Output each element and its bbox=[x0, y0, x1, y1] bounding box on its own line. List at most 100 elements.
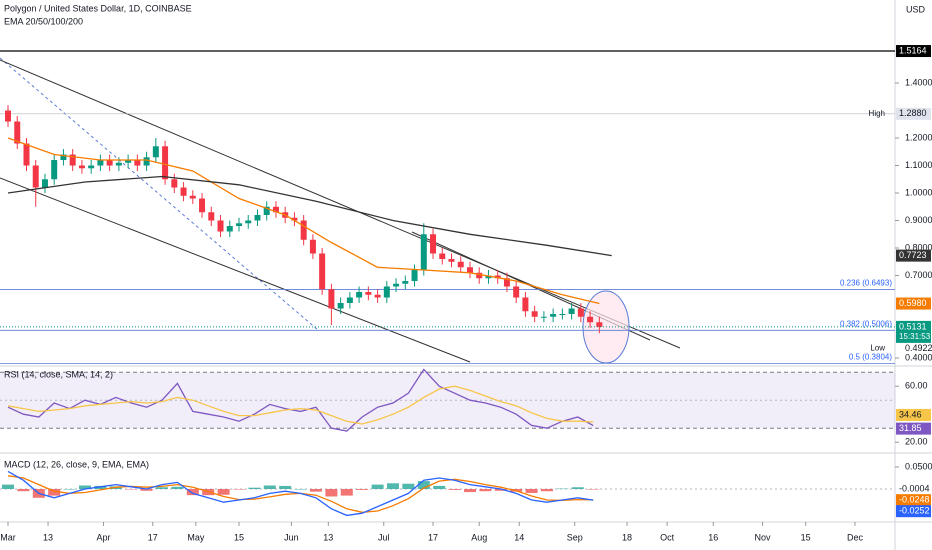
candle-body bbox=[503, 278, 510, 287]
macd-histogram-bar bbox=[417, 481, 430, 490]
level-tag: High bbox=[869, 109, 885, 118]
candle-body bbox=[365, 292, 372, 295]
candle-body bbox=[383, 286, 390, 298]
macd-histogram-bar bbox=[463, 489, 476, 493]
macd-histogram-bar bbox=[94, 485, 107, 490]
macd-histogram-bar bbox=[448, 489, 461, 490]
fib-trend-line bbox=[0, 57, 319, 331]
y-tick-label: 1.0000 bbox=[905, 187, 932, 197]
rsi-value-bg bbox=[896, 422, 931, 435]
rsi-line bbox=[7, 385, 594, 425]
candle-body bbox=[41, 179, 48, 188]
y-tick-label: 0.0500 bbox=[905, 461, 932, 471]
candle-body bbox=[346, 297, 353, 303]
y-tick-label: 60.00 bbox=[905, 381, 928, 391]
x-tick-label: 13 bbox=[323, 532, 333, 542]
countdown: 15:31:53 bbox=[899, 332, 931, 341]
candle-body bbox=[476, 272, 483, 279]
candle-body bbox=[411, 270, 418, 282]
candle-body bbox=[596, 322, 603, 327]
macd-hist-value-bg bbox=[896, 483, 931, 496]
x-tick-label: 15 bbox=[801, 532, 811, 542]
candle-body bbox=[143, 157, 150, 166]
fib-label: 0.382 (0.5006) bbox=[840, 319, 892, 328]
macd-hist-value: -0.0004 bbox=[899, 484, 930, 494]
fib-label: 0.5 (0.3804) bbox=[849, 352, 892, 361]
level-tag: Low bbox=[870, 344, 885, 353]
macd-title: MACD (12, 26, close, 9, EMA, EMA) bbox=[4, 459, 149, 469]
macd-histogram-bar bbox=[248, 487, 261, 490]
level-value: 1.2880 bbox=[899, 108, 927, 118]
ema-value: 0.7723 bbox=[899, 250, 927, 260]
candle-body bbox=[125, 160, 132, 163]
rsi-line bbox=[7, 368, 594, 432]
x-tick-label: Dec bbox=[847, 532, 864, 542]
x-tick-label: 18 bbox=[622, 532, 632, 542]
x-tick-label: Jun bbox=[284, 532, 299, 542]
indicator-label: EMA 20/50/100/200 bbox=[4, 16, 83, 26]
candle-body bbox=[134, 160, 141, 166]
candle-body bbox=[494, 275, 501, 279]
candle-body bbox=[430, 234, 437, 254]
candle-body bbox=[245, 220, 252, 224]
macd-histogram-bar bbox=[356, 489, 369, 490]
candle-body bbox=[291, 217, 298, 221]
x-tick-label: 13 bbox=[43, 532, 53, 542]
candle-body bbox=[328, 289, 335, 309]
macd-histogram-bar bbox=[340, 489, 353, 496]
plot: Mar 13 Apr 17 May 15 Jun 13 Jul 17 Aug 14 Sep 18 Oct 16… bbox=[0, 45, 932, 542]
candle-body bbox=[448, 259, 455, 262]
candle-body bbox=[106, 160, 113, 166]
level-value: 0.4922 bbox=[905, 343, 932, 353]
currency: USD bbox=[906, 4, 926, 14]
macd-histogram-bar bbox=[525, 489, 538, 493]
y-tick-label: 20.00 bbox=[905, 437, 928, 447]
macd-histogram-bar bbox=[17, 489, 30, 492]
macd-histogram-bar bbox=[433, 485, 446, 490]
y-tick-label: 0.8000 bbox=[905, 242, 932, 252]
chart-title: Polygon / United States Dollar, 1D, COIN… bbox=[4, 3, 192, 13]
macd-histogram-bar bbox=[386, 483, 399, 490]
macd-value: -0.0252 bbox=[899, 506, 930, 516]
macd-line bbox=[7, 470, 594, 517]
x-tick-label: Oct bbox=[660, 532, 675, 542]
x-tick-label: Jul bbox=[378, 532, 390, 542]
macd-histogram-bar bbox=[479, 489, 492, 492]
macd-histogram-bar bbox=[540, 489, 553, 492]
candle-body bbox=[152, 146, 159, 158]
macd-value-bg bbox=[896, 505, 931, 518]
macd-histogram-bar bbox=[325, 489, 338, 497]
macd-histogram-bar bbox=[263, 485, 276, 490]
x-tick-label: May bbox=[187, 532, 205, 542]
macd-histogram-bar bbox=[217, 489, 230, 495]
x-tick-label: 15 bbox=[234, 532, 244, 542]
y-tick-label: 1.1000 bbox=[905, 160, 932, 170]
candle-body bbox=[374, 294, 381, 298]
candle-body bbox=[23, 143, 30, 166]
candle-body bbox=[319, 253, 326, 290]
candle-body bbox=[522, 297, 529, 312]
x-tick-label: 17 bbox=[428, 532, 438, 542]
candle-body bbox=[587, 316, 594, 323]
macd-value-bg bbox=[896, 494, 931, 507]
macd-histogram-bar bbox=[63, 489, 76, 490]
candle-body bbox=[171, 179, 178, 188]
candle-body bbox=[420, 234, 427, 271]
candle-body bbox=[208, 212, 215, 221]
x-tick-label: Mar bbox=[0, 532, 16, 542]
candle-body bbox=[439, 253, 446, 260]
x-tick-label: Aug bbox=[471, 532, 487, 542]
macd-histogram-bar bbox=[402, 483, 415, 490]
candle-body bbox=[180, 187, 187, 196]
candle-body bbox=[559, 313, 566, 315]
last-price-bg bbox=[896, 320, 931, 343]
x-tick-label: Sep bbox=[567, 532, 583, 542]
ema-line bbox=[7, 175, 612, 257]
candle-body bbox=[32, 165, 39, 188]
macd-histogram-bar bbox=[571, 487, 584, 490]
candle-body bbox=[300, 220, 307, 240]
candle-body bbox=[485, 275, 492, 279]
macd-histogram-bar bbox=[494, 489, 507, 491]
macd-histogram-bar bbox=[294, 489, 307, 490]
